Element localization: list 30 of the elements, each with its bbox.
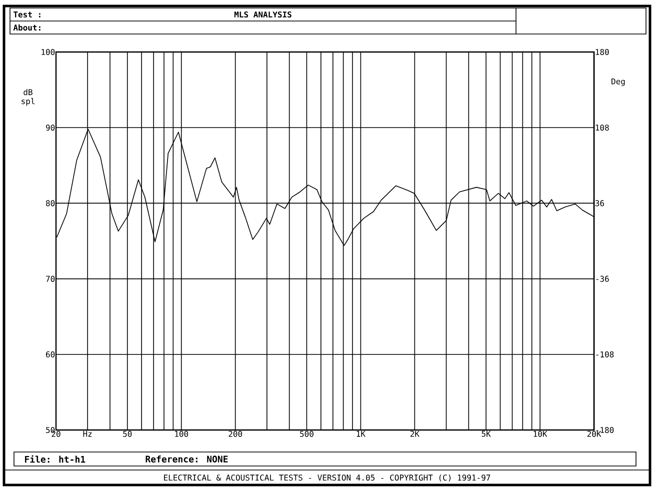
y-tick-label: 60 xyxy=(46,351,55,358)
y-tick-label: 80 xyxy=(46,200,55,206)
y2-tick-label: 36 xyxy=(595,200,604,206)
y-tick-label: 70 xyxy=(46,276,55,282)
y-axis-title: dB spl xyxy=(22,88,34,106)
x-tick-label: 10K xyxy=(534,430,548,437)
y2-tick-label: -36 xyxy=(596,276,609,282)
text: File: ht-h1 xyxy=(25,455,86,463)
text: Test : xyxy=(14,12,40,18)
x-tick-label: 1K xyxy=(356,430,366,437)
x-tick-label: Hz xyxy=(83,430,92,437)
x-tick-label: 20 xyxy=(52,430,60,437)
y2-tick-label: 108 xyxy=(596,124,609,131)
text: About: xyxy=(13,24,40,31)
text: MLS ANALYSIS xyxy=(234,11,292,18)
x-tick-label: 5K xyxy=(482,430,491,437)
y2-axis-title: Deg xyxy=(612,78,625,86)
text: ELECTRICAL & ACOUSTICAL TESTS - VERSION 4.05 - COPYRIGHT (C) 1991-97 xyxy=(164,474,490,482)
y2-tick-label: 180 xyxy=(596,48,609,56)
x-tick-label: 2K xyxy=(410,430,420,437)
y2-tick-label: -180 xyxy=(596,426,614,434)
x-tick-label: 20K xyxy=(587,430,602,437)
y-tick-label: 100 xyxy=(42,48,55,56)
x-tick-label: 50 xyxy=(123,430,132,437)
x-tick-label: 200 xyxy=(228,430,242,437)
x-tick-label: 100 xyxy=(175,430,188,437)
y2-tick-label: -108 xyxy=(596,351,614,358)
text: Reference: NONE xyxy=(146,456,228,462)
x-tick-label: 500 xyxy=(300,430,314,437)
y-tick-label: 90 xyxy=(46,124,55,131)
